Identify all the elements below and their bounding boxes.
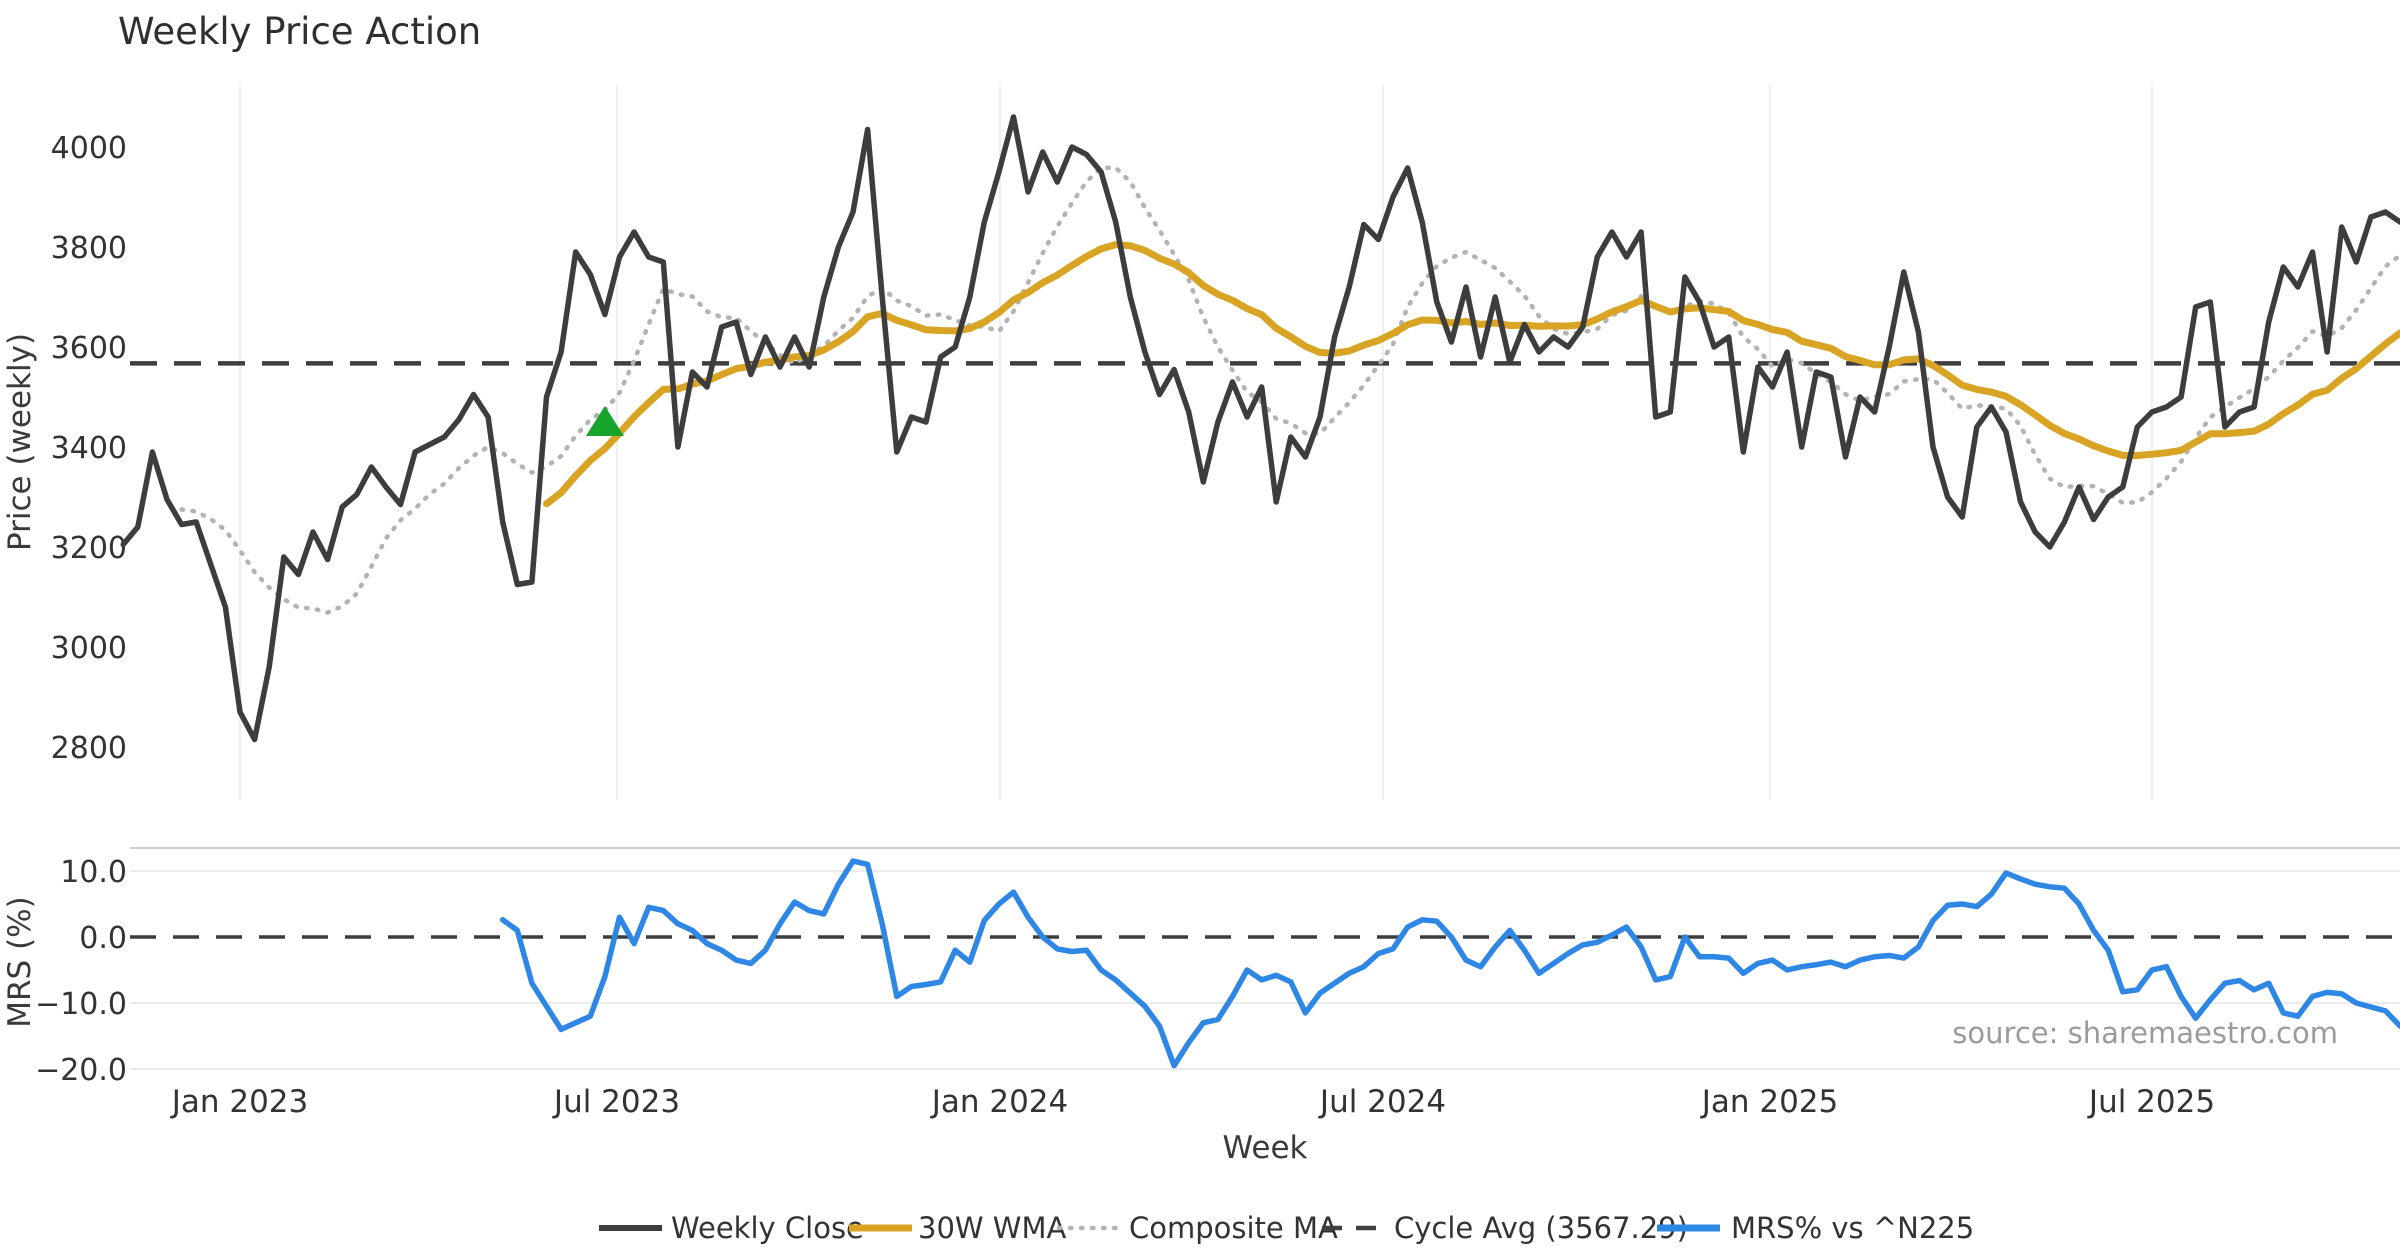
buy-signal-triangle-icon (585, 406, 624, 436)
legend-label-mrs: MRS% vs ^N225 (1731, 1211, 1974, 1245)
legend-label-composite: Composite MA (1129, 1211, 1338, 1245)
price-panel: 4000 3800 3600 3400 3200 3000 2800 Price… (2, 85, 2400, 800)
mrs-ytick: −10.0 (35, 987, 127, 1022)
legend: Weekly Close 30W WMA Composite MA Cycle … (599, 1211, 1974, 1245)
price-ytick-labels: 4000 3800 3600 3400 3200 3000 2800 (51, 131, 127, 766)
xtick: Jul 2024 (1318, 1084, 1446, 1120)
chart-title: Weekly Price Action (118, 10, 481, 53)
xtick: Jul 2025 (2087, 1084, 2215, 1120)
price-ytick: 3000 (51, 631, 127, 666)
mrs-ytick: 10.0 (60, 855, 127, 890)
weekly-close-line (120, 114, 2400, 743)
mrs-ytick-labels: 10.0 0.0 −10.0 −20.0 (35, 855, 127, 1088)
xtick: Jan 2024 (930, 1084, 1069, 1120)
legend-label-wma: 30W WMA (918, 1211, 1066, 1245)
mrs-panel-gridlines (130, 870, 2400, 1070)
composite-ma-line (179, 165, 2400, 615)
mrs-panel: 10.0 0.0 −10.0 −20.0 MRS (%) source: sha… (2, 847, 2400, 1088)
mrs-axis-label: MRS (%) (2, 896, 38, 1027)
xtick-labels: Jan 2023 Jul 2023 Jan 2024 Jul 2024 Jan … (170, 1084, 2215, 1120)
xtick: Jul 2023 (552, 1084, 680, 1120)
xtick: Jan 2023 (170, 1084, 309, 1120)
price-ytick: 2800 (51, 731, 127, 766)
price-ytick: 3600 (51, 331, 127, 366)
wma-30w-line (543, 241, 2400, 508)
price-ytick: 3800 (51, 231, 127, 266)
mrs-ytick: −20.0 (35, 1053, 127, 1088)
xtick: Jan 2025 (1700, 1084, 1839, 1120)
source-note: source: sharemaestro.com (1952, 1016, 2338, 1050)
price-ytick: 3200 (51, 531, 127, 566)
legend-label-weekly-close: Weekly Close (671, 1211, 864, 1245)
legend-label-cycle-avg: Cycle Avg (3567.29) (1394, 1211, 1688, 1245)
mrs-ytick: 0.0 (79, 921, 127, 956)
mrs-line (499, 858, 2400, 1069)
price-ytick: 3400 (51, 431, 127, 466)
price-ytick: 4000 (51, 131, 127, 166)
price-axis-label: Price (weekly) (2, 333, 38, 551)
price-panel-gridlines (239, 85, 2153, 800)
x-axis-label: Week (1223, 1130, 1308, 1166)
